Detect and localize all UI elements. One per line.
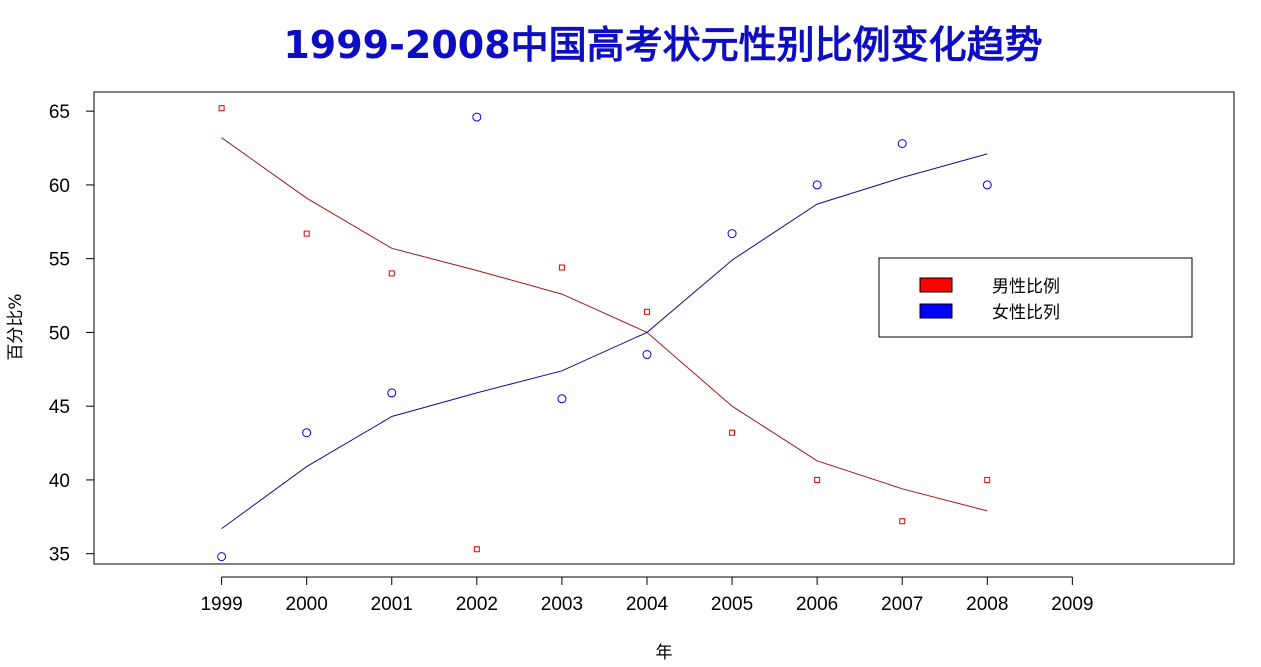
- legend-label-female: 女性比列: [992, 303, 1060, 323]
- y-axis-label: 百分比%: [6, 293, 26, 360]
- x-tick-label: 2003: [541, 594, 583, 615]
- data-point: [472, 112, 482, 122]
- data-point: [218, 105, 225, 112]
- series-male: [218, 105, 991, 553]
- data-point: [388, 270, 395, 277]
- y-tick-label: 65: [49, 102, 70, 123]
- y-axis: 35 40 45 50 55 60 65: [49, 102, 95, 566]
- data-point: [473, 546, 480, 553]
- x-tick-label: 2006: [796, 594, 838, 615]
- data-point: [812, 180, 822, 190]
- legend: 男性比例 女性比列: [878, 257, 1193, 338]
- series-female: [217, 112, 992, 562]
- y-tick-label: 35: [49, 545, 70, 566]
- y-tick-label: 45: [49, 397, 70, 418]
- x-axis-label: 年: [656, 643, 673, 663]
- trend-line: [221, 137, 988, 512]
- data-point: [558, 264, 565, 271]
- legend-swatch-male: [919, 277, 953, 293]
- x-tick-label: 1999: [200, 594, 242, 615]
- legend-label-male: 男性比例: [992, 277, 1060, 297]
- data-point: [557, 394, 567, 404]
- y-tick-label: 55: [49, 250, 70, 271]
- x-axis: 1999 2000 2001 2002 2003 2004 2005 2006 2007 2008…: [200, 576, 1093, 615]
- x-tick-label: 2008: [966, 594, 1008, 615]
- data-point: [899, 518, 906, 525]
- x-tick-label: 2004: [626, 594, 669, 615]
- x-tick-label: 2005: [711, 594, 753, 615]
- data-point: [302, 428, 312, 438]
- chart-title: 1999-2008中国高考状元性别比例变化趋势: [283, 23, 1042, 67]
- data-point: [217, 552, 227, 562]
- data-point: [387, 388, 397, 398]
- y-tick-label: 50: [49, 323, 70, 344]
- data-point: [303, 230, 310, 237]
- data-point: [984, 476, 991, 483]
- data-point: [982, 180, 992, 190]
- x-tick-label: 2007: [881, 594, 923, 615]
- data-point: [897, 139, 907, 149]
- series-layer: [217, 105, 992, 562]
- data-point: [643, 308, 650, 315]
- data-point: [727, 229, 737, 239]
- legend-swatch-female: [919, 303, 953, 319]
- legend-box: [878, 257, 1193, 338]
- y-tick-label: 60: [49, 176, 70, 197]
- x-tick-label: 2009: [1051, 594, 1093, 615]
- x-tick-label: 2001: [371, 594, 413, 615]
- y-tick-label: 40: [49, 471, 70, 492]
- data-point: [642, 350, 652, 360]
- data-point: [814, 476, 821, 483]
- data-point: [729, 429, 736, 436]
- x-tick-label: 2002: [456, 594, 498, 615]
- trend-line: [221, 153, 988, 530]
- x-tick-label: 2000: [286, 594, 328, 615]
